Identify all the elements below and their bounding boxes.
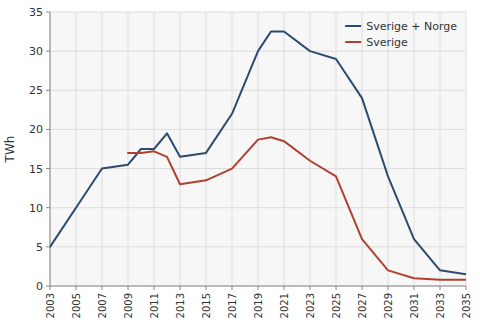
x-tick: [466, 286, 467, 290]
x-tick: [440, 286, 441, 290]
x-tick-label: 2017: [227, 293, 238, 318]
series-group: [50, 32, 466, 280]
y-tick-label: 30: [29, 45, 43, 58]
x-tick: [414, 286, 415, 290]
x-tick-label: 2027: [357, 293, 368, 318]
x-tick-label: 2005: [71, 293, 82, 318]
x-grid-line: [362, 12, 363, 286]
x-tick-label: 2029: [383, 293, 394, 318]
x-grid-line: [388, 12, 389, 286]
x-tick: [154, 286, 155, 290]
x-grid-line: [440, 12, 441, 286]
y-tick-label: 25: [29, 84, 43, 97]
x-tick: [388, 286, 389, 290]
y-tick: [46, 207, 50, 208]
x-tick: [102, 286, 103, 290]
y-tick: [46, 12, 50, 13]
y-grid-line: [50, 286, 466, 287]
legend: Sverige + Norge Sverige: [345, 20, 457, 49]
x-axis-line: [50, 286, 466, 287]
legend-swatch: [345, 25, 361, 27]
x-tick: [206, 286, 207, 290]
x-tick: [284, 286, 285, 290]
y-tick-label: 5: [36, 241, 43, 254]
x-tick-label: 2025: [331, 293, 342, 318]
y-tick: [46, 246, 50, 247]
y-tick: [46, 90, 50, 91]
x-grid-line: [102, 12, 103, 286]
x-tick-label: 2013: [175, 293, 186, 318]
axes: 0510152025303520032005200720092011201320…: [29, 6, 472, 318]
series-line: [50, 32, 466, 275]
x-tick-label: 2009: [123, 293, 134, 318]
x-grid-line: [180, 12, 181, 286]
y-tick-label: 0: [36, 280, 43, 293]
y-tick: [46, 286, 50, 287]
x-grid-line: [284, 12, 285, 286]
x-grid-line: [206, 12, 207, 286]
x-grid-line: [76, 12, 77, 286]
legend-label: Sverige + Norge: [366, 20, 457, 33]
x-tick: [362, 286, 363, 290]
x-tick-label: 2023: [305, 293, 316, 318]
grid: [50, 12, 466, 286]
x-grid-line: [466, 12, 467, 286]
chart-svg: 0510152025303520032005200720092011201320…: [0, 0, 480, 330]
x-grid-line: [414, 12, 415, 286]
x-tick-label: 2011: [149, 293, 160, 318]
x-tick-label: 2021: [279, 293, 290, 318]
x-tick-label: 2033: [435, 293, 446, 318]
y-tick: [46, 168, 50, 169]
series-line: [128, 137, 466, 279]
x-grid-line: [336, 12, 337, 286]
x-tick: [232, 286, 233, 290]
y-tick-label: 15: [29, 163, 43, 176]
x-tick: [336, 286, 337, 290]
x-tick: [76, 286, 77, 290]
x-tick: [128, 286, 129, 290]
y-tick-label: 35: [29, 6, 43, 19]
x-grid-line: [232, 12, 233, 286]
x-tick-label: 2035: [461, 293, 472, 318]
y-tick: [46, 129, 50, 130]
x-tick: [258, 286, 259, 290]
y-tick: [46, 51, 50, 52]
chart-container: 0510152025303520032005200720092011201320…: [0, 0, 480, 330]
y-axis-label: TWh: [3, 136, 17, 164]
x-tick: [50, 286, 51, 290]
x-tick: [180, 286, 181, 290]
x-tick: [310, 286, 311, 290]
legend-label: Sverige: [366, 36, 408, 49]
x-tick-label: 2031: [409, 293, 420, 318]
y-tick-label: 10: [29, 202, 43, 215]
x-grid-line: [128, 12, 129, 286]
x-tick-label: 2003: [45, 293, 56, 318]
x-tick-label: 2019: [253, 293, 264, 318]
x-grid-line: [310, 12, 311, 286]
plot-area: [50, 12, 466, 286]
legend-swatch: [345, 41, 361, 43]
y-tick-label: 20: [29, 123, 43, 136]
x-tick-label: 2015: [201, 293, 212, 318]
x-tick-label: 2007: [97, 293, 108, 318]
